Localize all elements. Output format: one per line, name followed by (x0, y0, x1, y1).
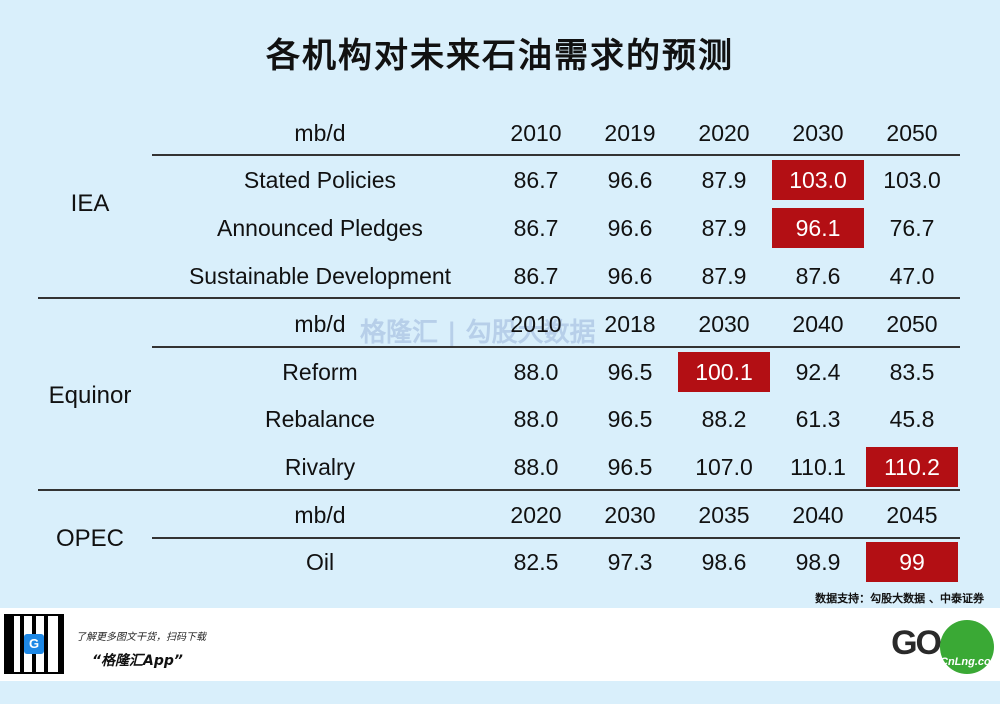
data-cell: 110.1 (790, 454, 846, 480)
data-cell-highlighted: 110.2 (866, 447, 958, 487)
row-label: Announced Pledges (217, 215, 423, 241)
data-cell: 96.5 (607, 406, 653, 432)
data-cell: 76.7 (889, 215, 935, 241)
data-cell: 107.0 (695, 454, 753, 480)
section-divider (38, 489, 960, 491)
header-year: 2050 (886, 120, 938, 146)
row-label: Reform (282, 359, 358, 385)
header-year: 2019 (604, 120, 656, 146)
header-year: 2030 (698, 311, 750, 337)
data-cell: 96.6 (607, 167, 653, 193)
source-note: 数据支持：勾股大数据 、中泰证券 (815, 592, 984, 605)
data-cell: 88.2 (701, 406, 747, 432)
header-year: 2018 (604, 311, 656, 337)
footer: G 了解更多图文干货，扫码下载 “格隆汇App” GO CnLng.com (0, 608, 1000, 681)
watermark: 格隆汇 | 勾股大数据 (360, 318, 596, 348)
page-title: 各机构对未来石油需求的预测 (266, 36, 734, 76)
data-cell: 103.0 (883, 167, 941, 193)
header-unit: mb/d (294, 120, 346, 146)
section-divider (38, 297, 960, 299)
row-label: Sustainable Development (188, 263, 452, 289)
data-cell: 83.5 (889, 359, 935, 385)
header-year: 2035 (698, 502, 750, 528)
header-unit: mb/d (294, 502, 346, 528)
header-year: 2045 (886, 502, 938, 528)
data-cell-highlighted: 96.1 (772, 208, 864, 248)
divider (152, 537, 960, 539)
app-logo-icon: G (24, 634, 44, 654)
header-year: 2020 (698, 120, 750, 146)
row-label: Oil (305, 549, 335, 575)
data-cell: 98.6 (701, 549, 747, 575)
header-year: 2020 (510, 502, 562, 528)
header-year: 2010 (510, 120, 562, 146)
header-unit: mb/d (294, 311, 346, 337)
data-cell: 88.0 (513, 359, 559, 385)
data-cell: 87.9 (701, 263, 747, 289)
data-cell: 82.5 (513, 549, 559, 575)
row-label: Rebalance (265, 406, 375, 432)
data-cell: 45.8 (889, 406, 935, 432)
group-label-opec: OPEC (55, 525, 124, 552)
row-label: Stated Policies (243, 167, 397, 193)
data-cell: 96.6 (607, 263, 653, 289)
header-year: 2040 (792, 311, 844, 337)
brand-logo: GO (891, 624, 942, 662)
header-year: 2040 (792, 502, 844, 528)
data-cell: 86.7 (513, 263, 559, 289)
data-cell-highlighted: 99 (866, 542, 958, 582)
data-cell: 61.3 (795, 406, 841, 432)
header-year: 2030 (604, 502, 656, 528)
group-label-equinor: Equinor (48, 382, 132, 409)
data-cell: 87.6 (795, 263, 841, 289)
row-label: Rivalry (284, 454, 356, 480)
data-cell: 88.0 (513, 406, 559, 432)
data-cell: 98.9 (795, 549, 841, 575)
data-cell: 88.0 (513, 454, 559, 480)
app-name: “格隆汇App” (92, 653, 183, 669)
cnlng-logo: CnLng.com (940, 620, 1000, 674)
data-cell-highlighted: 103.0 (772, 160, 864, 200)
divider (152, 346, 960, 348)
header-year: 2050 (886, 311, 938, 337)
header-year: 2010 (510, 311, 562, 337)
header-year: 2030 (792, 120, 844, 146)
group-label-iea: IEA (70, 190, 110, 217)
data-cell: 96.5 (607, 359, 653, 385)
data-cell: 86.7 (513, 215, 559, 241)
divider (152, 154, 960, 156)
data-cell: 92.4 (795, 359, 841, 385)
download-tagline: 了解更多图文干货，扫码下载 (76, 632, 206, 643)
data-cell-highlighted: 100.1 (678, 352, 770, 392)
data-cell: 86.7 (513, 167, 559, 193)
data-cell: 87.9 (701, 215, 747, 241)
data-cell: 97.3 (607, 549, 653, 575)
data-cell: 87.9 (701, 167, 747, 193)
data-cell: 47.0 (889, 263, 935, 289)
data-cell: 96.6 (607, 215, 653, 241)
data-cell: 96.5 (607, 454, 653, 480)
